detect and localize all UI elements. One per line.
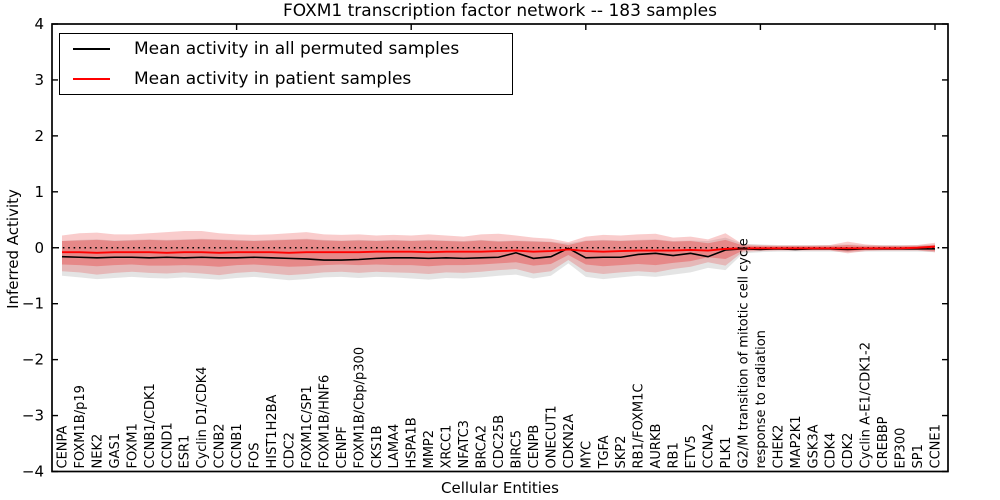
x-tick-label: ETV5: [684, 435, 699, 468]
x-tick-label: CCNA2: [702, 423, 717, 468]
x-tick-label: CKS1B: [370, 425, 385, 468]
x-tick-label: RB1: [667, 442, 682, 468]
x-tick-label: CDC2: [282, 432, 297, 468]
series-line-patient: [62, 245, 936, 254]
x-tick-label: FOXM1: [125, 423, 140, 468]
x-tick-label: BRCA2: [475, 425, 490, 469]
x-tick-label: PLK1: [719, 437, 734, 469]
x-tick-label: FOXM1C/SP1: [300, 385, 315, 468]
y-axis-label: Inferred Activity: [4, 189, 22, 309]
x-tick-label: FOXM1B/HNF6: [317, 375, 332, 469]
x-tick-label: CDK4: [824, 433, 839, 469]
x-tick-label: CCNB1/CDK1: [143, 383, 158, 468]
y-tick-label: 1: [34, 183, 44, 201]
x-tick-label: HIST1H2BA: [265, 394, 280, 468]
x-tick-label: CENPF: [335, 426, 350, 468]
x-tick-label: CCNB2: [213, 423, 228, 468]
x-tick-label: CCNE1: [929, 424, 944, 468]
x-tick-label: AURKB: [649, 424, 664, 469]
x-tick-label: XRCC1: [440, 425, 455, 469]
x-tick-label: CCNB1: [230, 423, 245, 468]
x-tick-label: BIRC5: [509, 430, 524, 469]
x-tick-label: FOXM1B/Cbp/p300: [352, 347, 367, 469]
x-tick-label: CHEK2: [771, 425, 786, 469]
y-tick-label: 3: [34, 71, 44, 89]
x-tick-label: MAP2K1: [789, 415, 804, 468]
x-tick-label: CENPA: [56, 425, 71, 468]
y-tick-label: −4: [22, 463, 44, 481]
x-tick-label: CREBBP: [876, 416, 891, 468]
x-tick-label: GSK3A: [806, 424, 821, 468]
x-tick-label: Cyclin A-E1/CDK1-2: [859, 342, 874, 469]
band-patient-samples-range-outer: [62, 230, 935, 276]
x-tick-label: RB1/FOXM1C: [632, 384, 647, 469]
x-tick-label: LAMA4: [387, 424, 402, 469]
x-tick-label: FOXM1B/p19: [73, 385, 88, 468]
y-tick-label: −3: [22, 407, 44, 425]
x-axis-label: Cellular Entities: [441, 479, 559, 497]
legend-label: Mean activity in patient samples: [134, 68, 412, 89]
x-tick-label: FOS: [248, 443, 263, 469]
x-tick-label: SP1: [911, 444, 926, 468]
x-tick-label: CENPB: [527, 425, 542, 469]
y-tick-label: −2: [22, 351, 44, 369]
x-tick-label: MYC: [579, 441, 594, 469]
x-tick-label: ONECUT1: [544, 406, 559, 469]
legend-line-swatch-permuted: [73, 48, 110, 51]
x-tick-label: CCND1: [160, 422, 175, 468]
x-tick-label: NEK2: [90, 434, 105, 469]
x-tick-label: response to radiation: [754, 330, 769, 468]
legend-line-swatch-patient: [73, 77, 110, 80]
y-tick-label: 0: [34, 239, 44, 257]
x-tick-label: CDK2: [841, 433, 856, 469]
x-tick-label: G2/M transition of mitotic cell cycle: [736, 238, 751, 468]
legend-label: Mean activity in all permuted samples: [134, 39, 460, 60]
x-tick-label: CDKN2A: [562, 414, 577, 469]
x-tick-label: SKP2: [614, 436, 629, 469]
chart-title: FOXM1 transcription factor network -- 18…: [283, 1, 717, 21]
y-tick-label: −1: [22, 295, 44, 313]
y-tick-label: 4: [34, 15, 44, 33]
band-patient-samples-range-inner: [62, 239, 935, 267]
x-tick-label: CDC25B: [492, 415, 507, 469]
legend-item: Mean activity in patient samples: [60, 65, 512, 93]
x-tick-label: TGFA: [597, 435, 612, 469]
x-tick-label: EP300: [894, 428, 909, 469]
legend: Mean activity in all permuted samples Me…: [59, 33, 513, 95]
y-tick-label: 2: [34, 127, 44, 145]
x-tick-label: ESR1: [178, 435, 193, 469]
x-tick-label: NFATC3: [457, 420, 472, 468]
x-tick-label: GAS1: [108, 433, 123, 469]
x-tick-label: Cyclin D1/CDK4: [195, 366, 210, 468]
legend-item: Mean activity in all permuted samples: [60, 35, 512, 63]
x-tick-label: HSPA1B: [405, 417, 420, 468]
x-tick-label: MMP2: [422, 430, 437, 469]
